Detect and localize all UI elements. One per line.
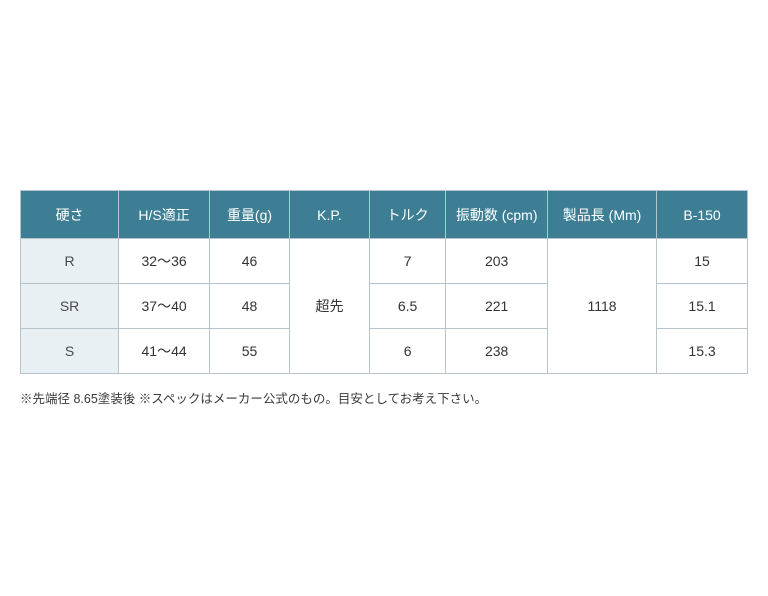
col-kp: K.P. bbox=[289, 191, 369, 239]
footnote: ※先端径 8.65塗装後 ※スペックはメーカー公式のもの。目安としてお考え下さい… bbox=[20, 388, 748, 407]
cell-b150: 15.3 bbox=[657, 329, 748, 374]
cell-hardness: SR bbox=[21, 284, 119, 329]
cell-kp-merged: 超先 bbox=[289, 239, 369, 374]
cell-b150: 15.1 bbox=[657, 284, 748, 329]
cell-hs: 37〜40 bbox=[119, 284, 210, 329]
table-row: R 32〜36 46 超先 7 203 1118 15 bbox=[21, 239, 748, 284]
col-weight: 重量(g) bbox=[210, 191, 290, 239]
cell-hardness: R bbox=[21, 239, 119, 284]
cell-torque: 7 bbox=[369, 239, 445, 284]
col-hs: H/S適正 bbox=[119, 191, 210, 239]
cell-torque: 6 bbox=[369, 329, 445, 374]
cell-hs: 41〜44 bbox=[119, 329, 210, 374]
cell-cpm: 238 bbox=[446, 329, 548, 374]
cell-hardness: S bbox=[21, 329, 119, 374]
cell-cpm: 203 bbox=[446, 239, 548, 284]
cell-weight: 48 bbox=[210, 284, 290, 329]
cell-torque: 6.5 bbox=[369, 284, 445, 329]
cell-b150: 15 bbox=[657, 239, 748, 284]
col-length: 製品長 (Mm) bbox=[548, 191, 657, 239]
spec-table: 硬さ H/S適正 重量(g) K.P. トルク 振動数 (cpm) 製品長 (M… bbox=[20, 190, 748, 374]
header-row: 硬さ H/S適正 重量(g) K.P. トルク 振動数 (cpm) 製品長 (M… bbox=[21, 191, 748, 239]
cell-weight: 55 bbox=[210, 329, 290, 374]
cell-hs: 32〜36 bbox=[119, 239, 210, 284]
cell-cpm: 221 bbox=[446, 284, 548, 329]
cell-weight: 46 bbox=[210, 239, 290, 284]
col-torque: トルク bbox=[369, 191, 445, 239]
col-b150: B-150 bbox=[657, 191, 748, 239]
cell-length-merged: 1118 bbox=[548, 239, 657, 374]
col-cpm: 振動数 (cpm) bbox=[446, 191, 548, 239]
col-hardness: 硬さ bbox=[21, 191, 119, 239]
